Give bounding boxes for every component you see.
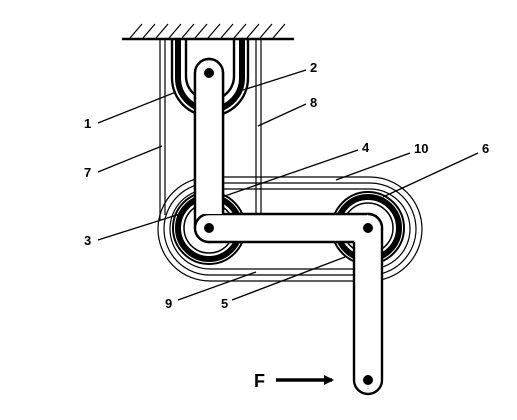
part-labels: 1 2 8 7 4 10 6 3 9 5 [84,60,489,311]
pivot-pins [204,68,373,385]
label-2: 2 [310,60,317,75]
label-1: 1 [84,116,91,131]
ground-hatching [129,23,286,39]
label-6: 6 [482,141,489,156]
pivot-left [204,223,214,233]
label-5: 5 [221,296,228,311]
label-10: 10 [414,141,428,156]
pivot-bottom [363,375,373,385]
link-vertical-lower [352,212,384,396]
label-4: 4 [362,140,370,155]
pivot-top [204,68,214,78]
label-9: 9 [165,296,172,311]
belt-7-8 [159,40,262,225]
link-vertical-upper-cap [193,57,225,214]
pivot-right [363,223,373,233]
label-3: 3 [84,233,91,248]
label-8: 8 [310,95,317,110]
fixed-ground [122,23,294,41]
link-horizontal [193,212,384,244]
leader-lines [97,69,479,301]
label-7: 7 [84,165,91,180]
force-label: F [254,371,265,391]
force-arrow: F [254,371,334,391]
